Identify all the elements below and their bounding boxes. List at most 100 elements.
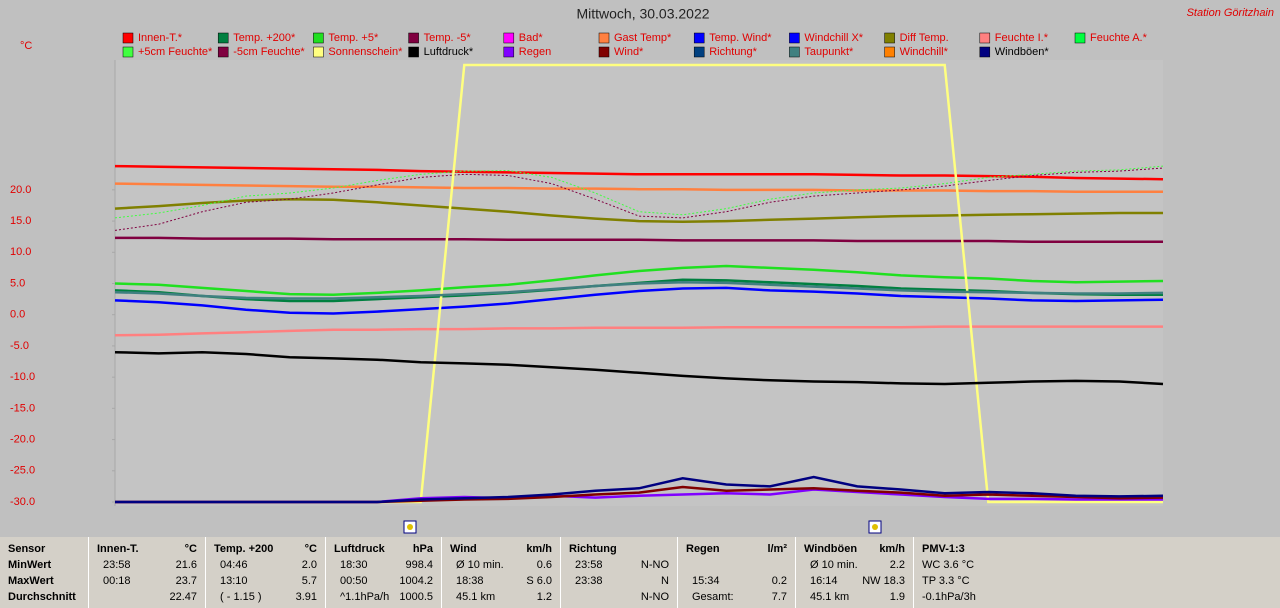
y-tick-label: -5.0 bbox=[10, 340, 29, 352]
legend-swatch bbox=[313, 46, 324, 58]
chart-title: Mittwoch, 30.03.2022 bbox=[576, 6, 709, 22]
table-cell: ( - 1.15 ) bbox=[220, 591, 262, 603]
y-tick-label: -20.0 bbox=[10, 433, 35, 445]
table-cell: N-NO bbox=[640, 591, 669, 603]
table-cell: 1.2 bbox=[536, 591, 552, 603]
table-cell: 0.6 bbox=[536, 559, 552, 571]
legend-label: Feuchte I.* bbox=[995, 32, 1049, 44]
y-tick-label: 20.0 bbox=[10, 184, 31, 196]
table-cell: 1000.5 bbox=[399, 591, 433, 603]
legend-swatch bbox=[313, 32, 324, 44]
panel-header: Wind bbox=[450, 543, 477, 555]
stats-panel: Regen l/m² 15:34 0.2 Gesamt: 7.7 bbox=[677, 537, 795, 608]
panel-header: PMV-1:3 bbox=[922, 543, 965, 555]
legend-swatch bbox=[884, 46, 895, 58]
stats-panel: Temp. +200 °C 04:46 2.0 13:10 5.7 ( - 1.15 ) 3.… bbox=[205, 537, 325, 608]
y-tick-label: 5.0 bbox=[10, 277, 25, 289]
table-cell: WC 3.6 °C bbox=[922, 559, 975, 571]
series-line bbox=[114, 281, 1164, 300]
legend-label: +5cm Feuchte* bbox=[138, 46, 213, 58]
legend-label: Temp. -5* bbox=[424, 32, 472, 44]
table-cell: 5.7 bbox=[301, 575, 317, 587]
legend-label: -5cm Feuchte* bbox=[233, 46, 305, 58]
legend-swatch bbox=[217, 46, 229, 58]
panel-header: Windböen bbox=[804, 543, 858, 555]
legend-swatch bbox=[503, 46, 515, 58]
legend-swatch bbox=[693, 46, 705, 58]
table-cell: 1.9 bbox=[889, 591, 905, 603]
legend-label: Sonnenschein* bbox=[328, 46, 403, 58]
panel-header: Regen bbox=[686, 543, 720, 555]
table-cell: 23:58 bbox=[103, 559, 131, 571]
legend-swatch bbox=[979, 46, 991, 58]
panel-header: Richtung bbox=[569, 543, 617, 555]
legend-label: Luftdruck* bbox=[424, 46, 474, 58]
table-cell: Durchschnitt bbox=[8, 591, 76, 603]
table-cell: 2.0 bbox=[301, 559, 317, 571]
table-cell: 00:18 bbox=[103, 575, 131, 587]
table-cell: 45.1 km bbox=[456, 591, 496, 603]
y-tick-label: -30.0 bbox=[10, 496, 35, 508]
y-tick-label: -25.0 bbox=[10, 465, 35, 477]
legend-swatch bbox=[408, 46, 419, 58]
series-line bbox=[115, 475, 1164, 504]
legend-label: Richtung* bbox=[709, 46, 757, 58]
stats-panel: Wind km/h Ø 10 min. 0.6 18:38 S 6.0 45.1 km 1.2 bbox=[441, 537, 560, 608]
legend-label: Gast Temp* bbox=[614, 32, 672, 44]
legend-swatch bbox=[693, 32, 705, 44]
series-line bbox=[114, 182, 1163, 193]
series-line bbox=[114, 350, 1164, 386]
table-cell: 23:58 bbox=[575, 559, 603, 571]
table-cell: Ø 10 min. bbox=[456, 559, 504, 571]
panel-header: Sensor bbox=[8, 543, 46, 555]
legend-swatch bbox=[979, 32, 991, 44]
panel-header: °C bbox=[304, 543, 317, 555]
y-unit: °C bbox=[20, 40, 32, 52]
table-cell: -0.1hPa/3h bbox=[922, 591, 976, 603]
stats-panel: Luftdruck hPa 18:30 998.4 00:50 1004.2 ^1.1hPa… bbox=[325, 537, 441, 608]
y-tick-label: 15.0 bbox=[10, 215, 31, 227]
legend-label: Diff Temp. bbox=[900, 32, 949, 44]
y-tick-label: 0.0 bbox=[10, 309, 25, 321]
series-line bbox=[114, 164, 1164, 181]
table-cell: 45.1 km bbox=[810, 591, 850, 603]
stats-panel: PMV-1:3 WC 3.6 °C TP 3.3 °C -0.1hPa/3h bbox=[913, 537, 1280, 608]
legend-label: Taupunkt* bbox=[804, 46, 854, 58]
stats-panel: Innen-T. °C 23:58 21.6 00:18 23.7 22.47 bbox=[88, 537, 205, 608]
y-tick-label: -10.0 bbox=[10, 371, 35, 383]
legend-label: Windböen* bbox=[995, 46, 1050, 58]
sun-icon bbox=[403, 520, 417, 534]
table-cell: 1004.2 bbox=[399, 575, 433, 587]
chart: Mittwoch, 30.03.2022 Station Göritzhain … bbox=[10, 6, 1274, 534]
table-cell: N bbox=[661, 575, 669, 587]
panel-header: km/h bbox=[526, 543, 552, 555]
table-cell: ^1.1hPa/h bbox=[340, 591, 390, 603]
legend-swatch bbox=[789, 46, 800, 58]
table-cell: NW 18.3 bbox=[862, 575, 905, 587]
panel-header: Luftdruck bbox=[334, 543, 385, 555]
table-cell: Gesamt: bbox=[692, 591, 734, 603]
panel-header: °C bbox=[184, 543, 197, 555]
panel-header: Innen-T. bbox=[97, 543, 139, 555]
stats-panel: Sensor MinWert MaxWert Durchschnitt bbox=[0, 537, 88, 608]
legend-swatch bbox=[598, 32, 610, 44]
stats-table: Sensor MinWert MaxWert Durchschnitt Innen-T.… bbox=[0, 537, 1280, 608]
table-cell: 998.4 bbox=[405, 559, 433, 571]
table-cell: 23.7 bbox=[175, 575, 197, 587]
legend-swatch bbox=[1074, 32, 1086, 44]
legend-label: Feuchte A.* bbox=[1090, 32, 1148, 44]
table-cell: Ø 10 min. bbox=[810, 559, 858, 571]
legend-label: Innen-T.* bbox=[138, 32, 183, 44]
legend-label: Temp. Wind* bbox=[709, 32, 772, 44]
legend-swatch bbox=[503, 32, 515, 44]
legend-swatch bbox=[122, 46, 134, 58]
stats-panel: Richtung 23:58 N-NO 23:38 N N-NO bbox=[560, 537, 677, 608]
legend-swatch bbox=[884, 32, 895, 44]
legend-label: Regen bbox=[519, 46, 551, 58]
table-cell: 23:38 bbox=[575, 575, 603, 587]
moon-icon bbox=[868, 520, 882, 534]
legend-swatch bbox=[598, 46, 610, 58]
table-cell: 13:10 bbox=[220, 575, 248, 587]
legend-swatch bbox=[122, 32, 134, 44]
